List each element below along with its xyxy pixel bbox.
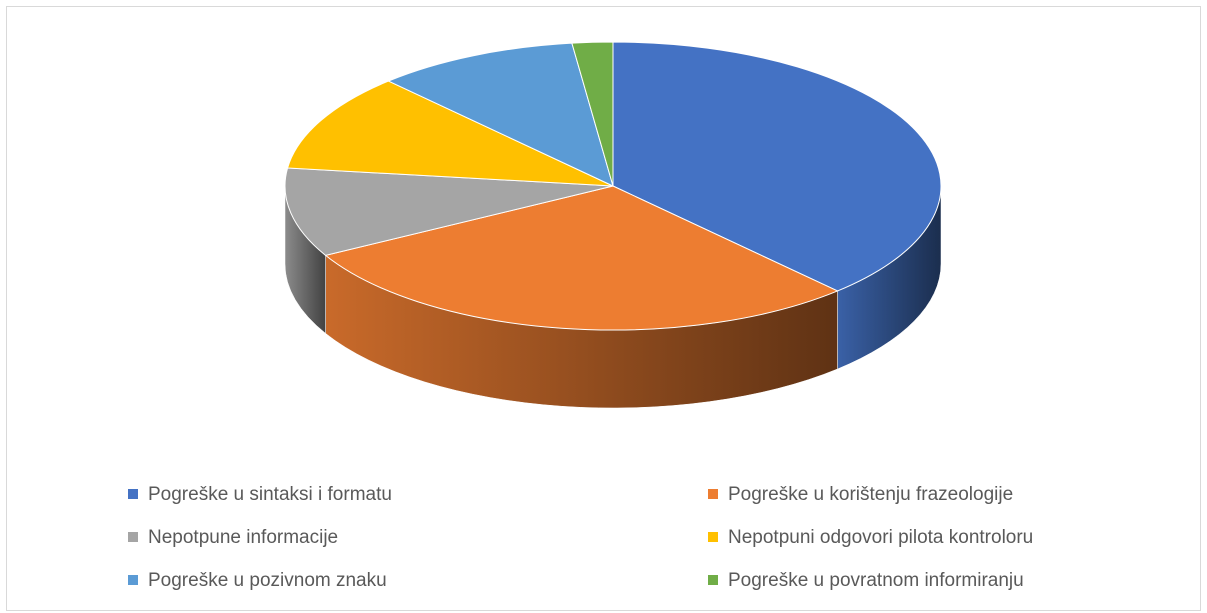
legend-swatch	[128, 575, 138, 585]
legend-swatch	[128, 532, 138, 542]
slice	[284, 167, 614, 256]
legend-swatch	[128, 489, 138, 499]
legend-label: Nepotpuni odgovori pilota kontroloru	[728, 527, 1033, 548]
slice	[612, 41, 942, 292]
legend-swatch	[708, 489, 718, 499]
legend-label: Pogreške u pozivnom znaku	[148, 570, 387, 591]
slice	[286, 80, 614, 187]
slice	[571, 41, 614, 187]
legend-swatch	[708, 532, 718, 542]
legend-label: Pogreške u sintaksi i formatu	[148, 484, 392, 505]
legend-label: Pogreške u korištenju frazeologije	[728, 484, 1013, 505]
slice	[387, 42, 614, 187]
legend-label: Nepotpune informacije	[148, 527, 338, 548]
slice	[324, 185, 839, 331]
legend-label: Pogreške u povratnom informiranju	[728, 570, 1024, 591]
legend-swatch	[708, 575, 718, 585]
